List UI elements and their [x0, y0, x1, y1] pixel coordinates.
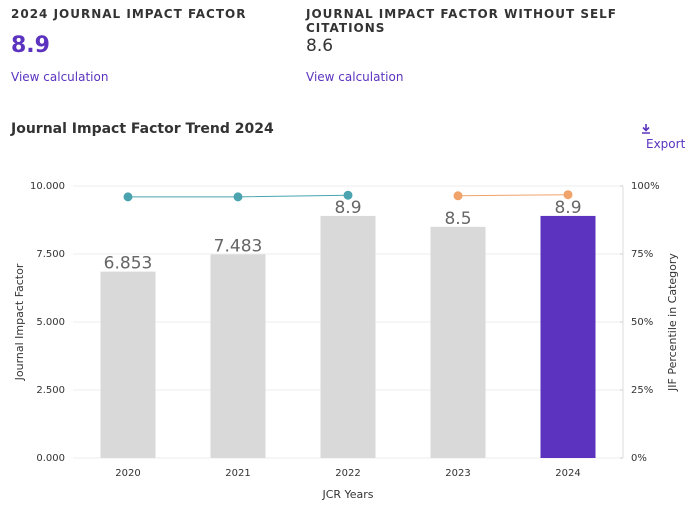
metric-value: 8.6: [306, 36, 334, 56]
data-label: 6.853: [104, 254, 153, 274]
line-point: [343, 190, 353, 200]
y-tick-label: 5.000: [36, 317, 65, 328]
bar: [210, 254, 266, 458]
y-tick-label: 0.000: [36, 453, 65, 464]
download-icon: [642, 124, 650, 134]
metric-label: JOURNAL IMPACT FACTOR WITHOUT SELF CITAT…: [306, 7, 618, 35]
metric-value: 8.9: [11, 33, 50, 58]
line-point: [563, 190, 573, 200]
export-label: Export: [646, 137, 686, 151]
y2-tick-label: 100%: [631, 181, 660, 192]
y2-tick-label: 75%: [631, 249, 653, 260]
chart: Journal Impact Factor JIF Percentile in …: [13, 181, 679, 501]
x-axis-title: JCR Years: [321, 488, 373, 501]
line-point: [123, 192, 133, 202]
bar: [430, 226, 486, 458]
y-tick-label: 10.000: [30, 181, 65, 192]
view-calculation-link[interactable]: View calculation: [11, 70, 109, 84]
y2-tick-label: 25%: [631, 385, 653, 396]
chart-title: Journal Impact Factor Trend 2024: [11, 121, 274, 137]
line-point: [453, 191, 463, 201]
x-tick-label: 2024: [555, 468, 580, 479]
line-point: [233, 192, 243, 202]
bar: [100, 271, 156, 458]
y-axis-title: Journal Impact Factor: [13, 263, 26, 381]
view-calculation-link[interactable]: View calculation: [306, 70, 404, 84]
y-tick-label: 2.500: [36, 385, 65, 396]
bar: [540, 215, 596, 458]
export-button[interactable]: Export: [640, 123, 700, 151]
data-label: 7.483: [214, 236, 263, 256]
x-tick-label: 2022: [335, 468, 360, 479]
x-tick-label: 2020: [115, 468, 140, 479]
y2-tick-label: 0%: [631, 453, 647, 464]
data-label: 8.5: [444, 209, 471, 229]
x-tick-label: 2023: [445, 468, 470, 479]
y-tick-label: 7.500: [36, 249, 65, 260]
metric-label: 2024 JOURNAL IMPACT FACTOR: [11, 7, 247, 21]
y2-tick-label: 50%: [631, 317, 653, 328]
data-label: 8.9: [334, 198, 361, 218]
data-label: 8.9: [554, 198, 581, 218]
bar: [320, 215, 376, 458]
y2-axis-title: JIF Percentile in Category: [666, 253, 679, 392]
line: [457, 194, 569, 197]
x-tick-label: 2021: [225, 468, 250, 479]
